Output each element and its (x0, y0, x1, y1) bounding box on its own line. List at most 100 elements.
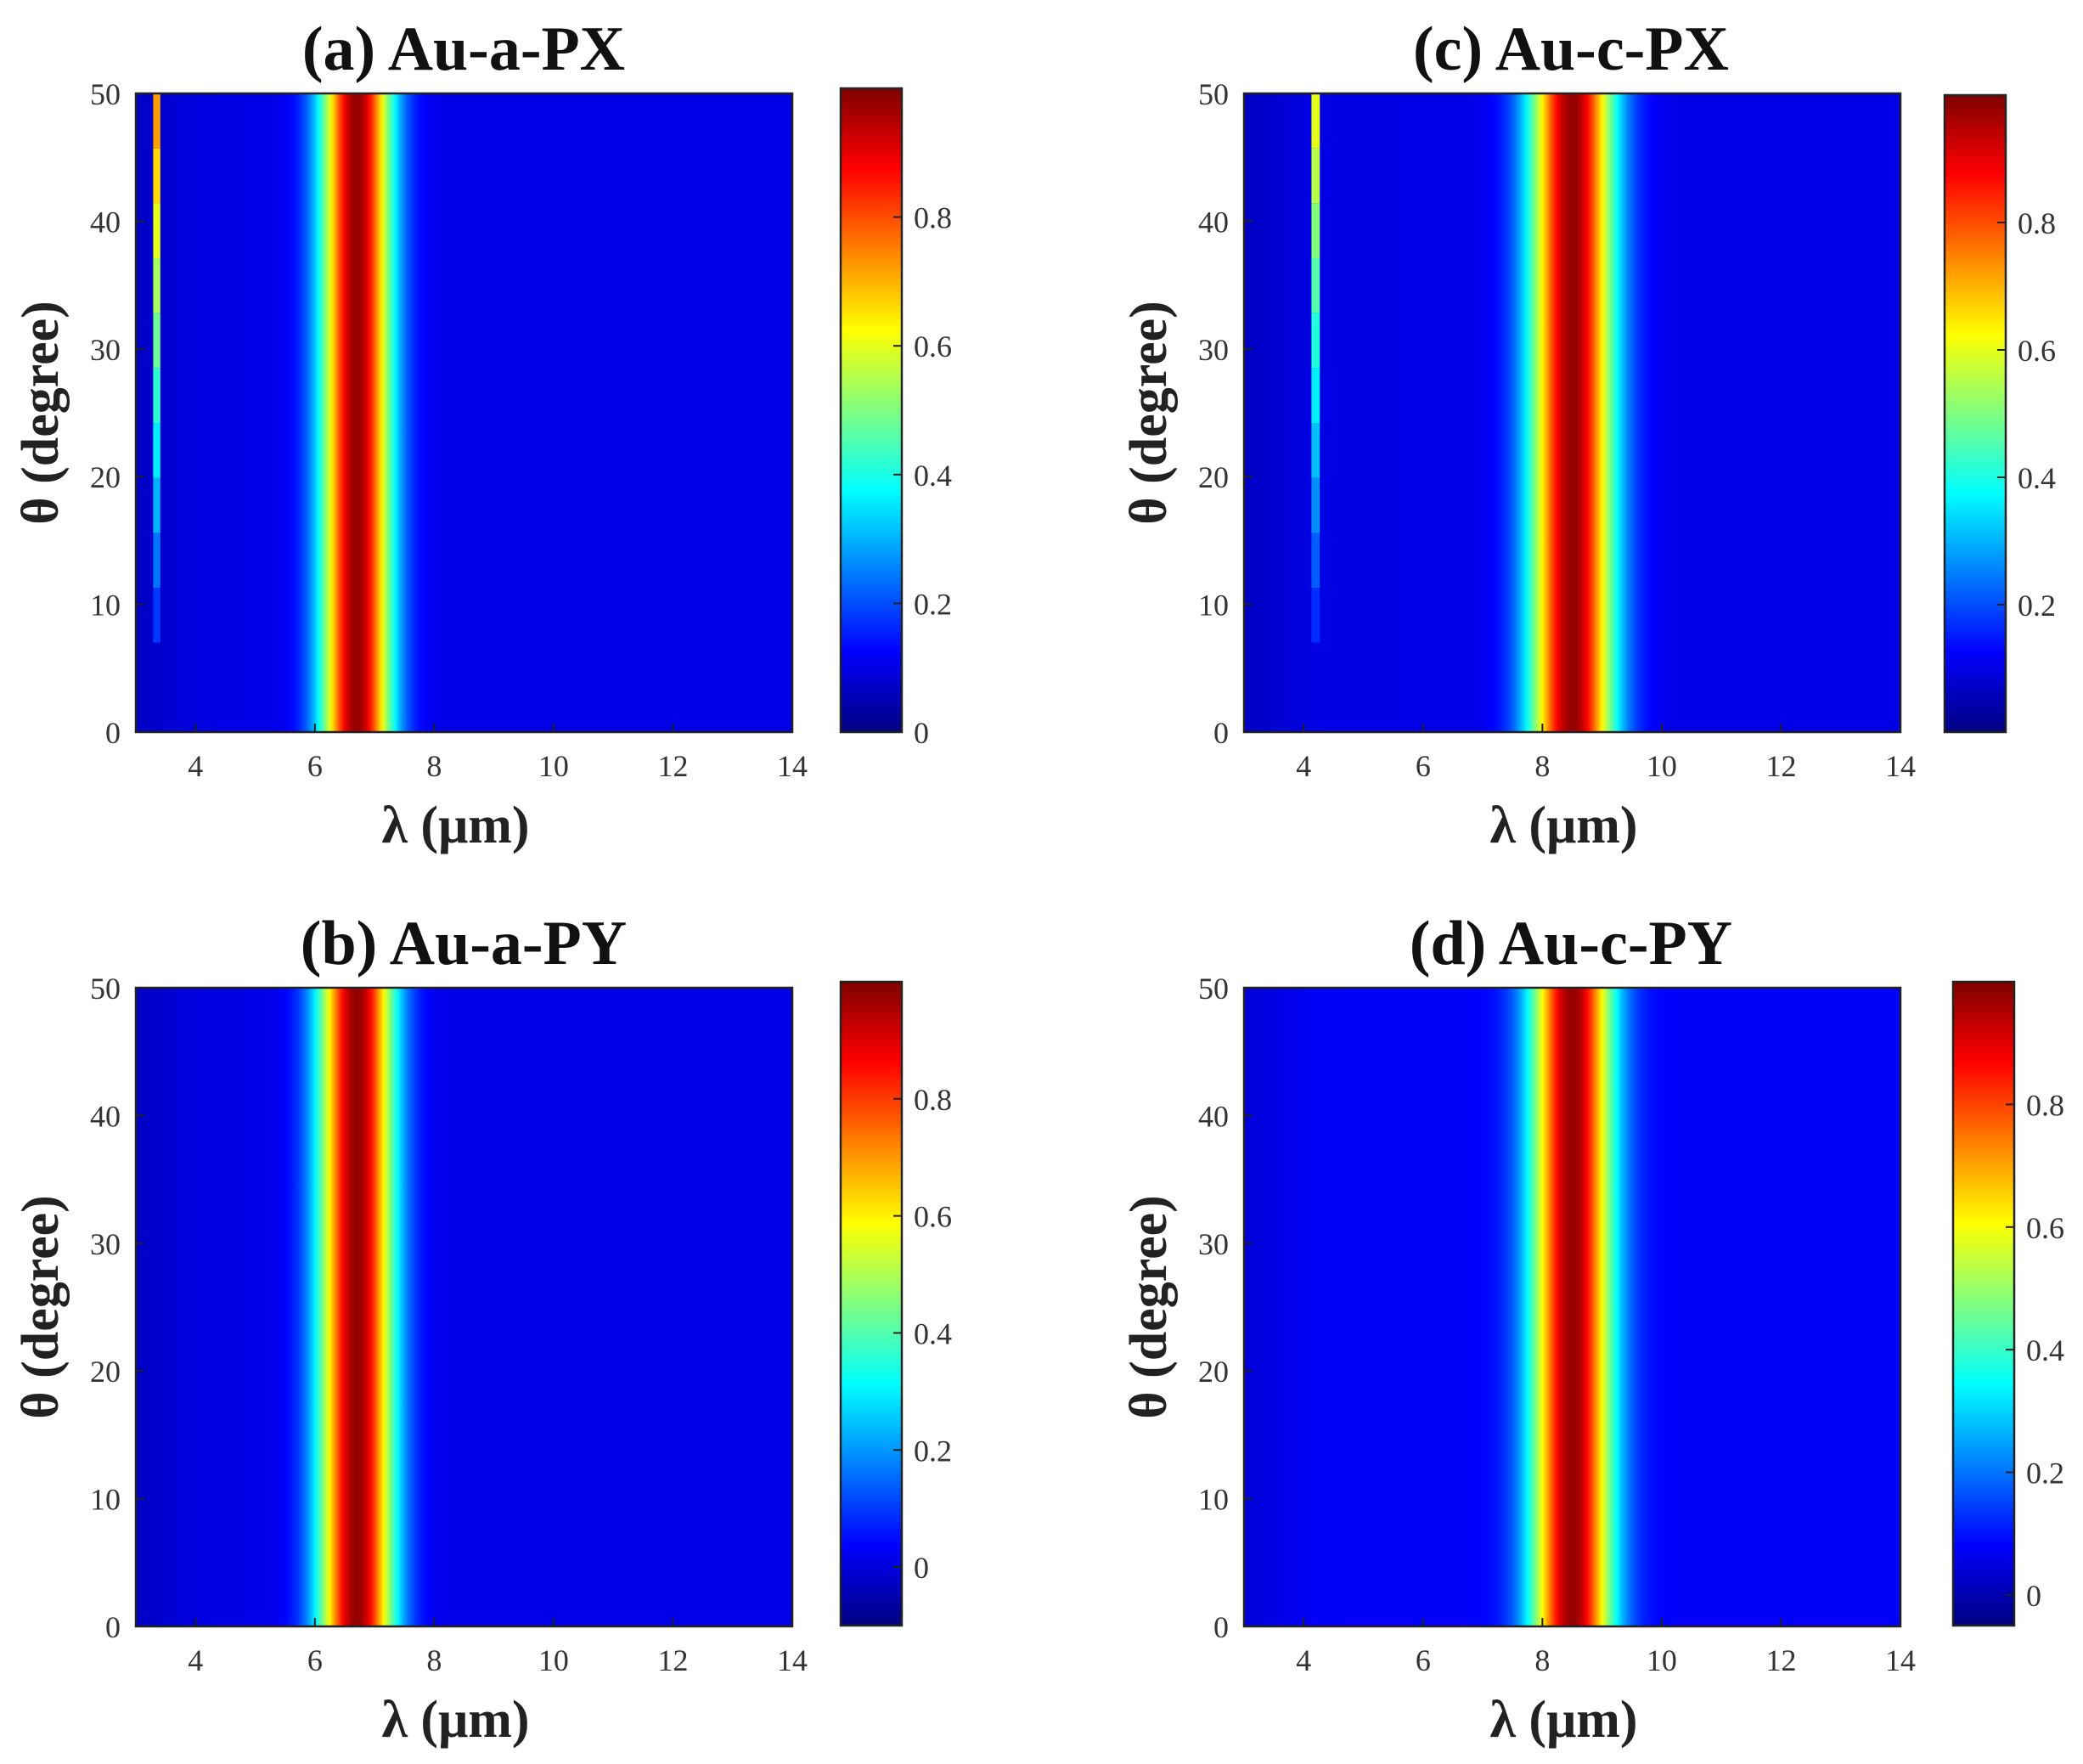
x-axis-label: λ (μm) (381, 1691, 529, 1749)
y-tick-label: 40 (90, 205, 121, 239)
colorbar-tick-label: 0.4 (914, 1316, 952, 1350)
plot-frame (134, 986, 794, 1628)
y-tick-label: 20 (90, 460, 121, 494)
x-tick-label: 4 (1296, 1643, 1311, 1677)
colorbar (841, 982, 902, 1626)
plot-frame (134, 92, 794, 734)
heatmap-field (1244, 988, 1900, 1626)
y-axis-label: θ (degree) (1120, 301, 1178, 525)
secondary-mode-segment (153, 203, 160, 259)
y-tick-label: 20 (1198, 1355, 1229, 1389)
secondary-mode-segment (153, 148, 160, 204)
colorbar-tick-label: 0 (2026, 1579, 2041, 1613)
colorbar-frame (839, 980, 904, 1627)
y-tick-label: 30 (1198, 333, 1229, 367)
y-tick-label: 20 (90, 1355, 121, 1389)
secondary-mode-segment (1311, 477, 1320, 533)
secondary-mode-segment (1311, 148, 1320, 204)
secondary-mode-segment (153, 533, 160, 589)
x-tick-label: 14 (1885, 749, 1916, 783)
y-tick-label: 30 (90, 1227, 121, 1261)
x-tick-label: 4 (188, 749, 203, 783)
y-tick-label: 0 (105, 1610, 121, 1644)
secondary-mode-segment (1311, 368, 1320, 424)
x-tick-label: 12 (657, 749, 688, 783)
x-tick-label: 6 (1416, 749, 1431, 783)
plot-frame (1242, 986, 1902, 1628)
colorbar (1945, 95, 2006, 732)
colorbar-tick-label: 0.4 (914, 459, 952, 493)
x-tick-label: 6 (307, 749, 323, 783)
chart-title: (a) Au-a-PX (302, 14, 625, 84)
secondary-mode-segment (153, 313, 160, 369)
x-tick-label: 10 (1647, 749, 1677, 783)
chart-panel-b: (b) Au-a-PY 4 6 8 10 12 14 0 10 20 30 40 50 λ (μm) θ (… (12, 909, 952, 1749)
y-tick-label: 30 (1198, 1227, 1229, 1261)
colorbar-tick-label: 0.4 (2026, 1333, 2064, 1367)
x-tick-label: 6 (307, 1643, 323, 1677)
colorbar-tick-label: 0.8 (914, 201, 952, 235)
colorbar-tick-label: 0.8 (2026, 1088, 2064, 1122)
x-axis-label: λ (μm) (1489, 797, 1637, 854)
y-tick-label: 50 (1198, 972, 1229, 1006)
y-tick-label: 40 (90, 1099, 121, 1133)
y-tick-label: 30 (90, 333, 121, 367)
heatmap-field (1244, 93, 1900, 732)
colorbar-tick-label: 0.2 (914, 1434, 952, 1468)
x-tick-label: 4 (1296, 749, 1311, 783)
colorbar-tick-label: 0.6 (2026, 1211, 2064, 1245)
x-tick-label: 8 (426, 1643, 442, 1677)
x-tick-label: 8 (426, 749, 442, 783)
x-axis-label: λ (μm) (381, 797, 529, 854)
x-tick-label: 6 (1416, 1643, 1431, 1677)
colorbar-tick-label: 0 (914, 716, 929, 750)
chart-panel-a: (a) Au-a-PX 4 6 8 10 12 14 0 10 20 30 40 50 λ (μm) θ (… (12, 14, 952, 854)
colorbar (841, 88, 902, 732)
chart-title: (d) Au-c-PY (1410, 909, 1732, 978)
x-tick-label: 14 (1885, 1643, 1916, 1677)
y-tick-label: 20 (1198, 460, 1229, 494)
colorbar-tick-label: 0.8 (914, 1083, 952, 1117)
heatmap-field (136, 988, 792, 1626)
x-tick-label: 8 (1534, 1643, 1550, 1677)
secondary-mode-segment (1311, 258, 1320, 313)
x-tick-label: 14 (777, 749, 808, 783)
chart-title: (b) Au-a-PY (301, 909, 627, 978)
colorbar-tick-label: 0.2 (914, 587, 952, 621)
colorbar-tick-label: 0.8 (2018, 206, 2056, 240)
y-tick-label: 10 (1198, 589, 1229, 623)
y-axis-label: θ (degree) (12, 1195, 70, 1419)
colorbar-frame (1951, 980, 2016, 1627)
x-tick-label: 10 (538, 749, 569, 783)
heatmap-field (136, 93, 792, 732)
x-tick-label: 12 (1765, 749, 1796, 783)
colorbar-tick-label: 0.2 (2026, 1457, 2064, 1491)
x-tick-label: 10 (538, 1643, 569, 1677)
x-tick-label: 12 (1765, 1643, 1796, 1677)
colorbar-tick-label: 0.6 (914, 1200, 952, 1234)
chart-panel-c: (c) Au-c-PX 4 6 8 10 12 14 0 10 20 30 40 50 λ (μm) θ (… (1120, 14, 2056, 854)
y-axis-label: θ (degree) (12, 301, 70, 525)
y-tick-label: 10 (90, 1483, 121, 1517)
y-tick-label: 10 (90, 589, 121, 623)
x-axis-label: λ (μm) (1489, 1691, 1637, 1749)
x-tick-label: 8 (1534, 749, 1550, 783)
y-tick-label: 0 (105, 716, 121, 750)
colorbar (1953, 982, 2014, 1626)
secondary-mode-segment (153, 258, 160, 313)
secondary-mode-segment (153, 477, 160, 533)
secondary-mode-segment (153, 368, 160, 424)
y-axis-label: θ (degree) (1120, 1195, 1178, 1419)
secondary-mode-segment (153, 93, 160, 149)
x-tick-label: 12 (657, 1643, 688, 1677)
colorbar-tick-label: 0.4 (2018, 461, 2056, 495)
secondary-mode-segment (1311, 533, 1320, 589)
plot-frame (1242, 92, 1902, 734)
y-tick-label: 40 (1198, 1099, 1229, 1133)
x-tick-label: 4 (188, 1643, 203, 1677)
y-tick-label: 0 (1213, 716, 1229, 750)
secondary-mode-segment (153, 423, 160, 478)
y-tick-label: 10 (1198, 1483, 1229, 1517)
colorbar-tick-label: 0 (914, 1551, 929, 1585)
